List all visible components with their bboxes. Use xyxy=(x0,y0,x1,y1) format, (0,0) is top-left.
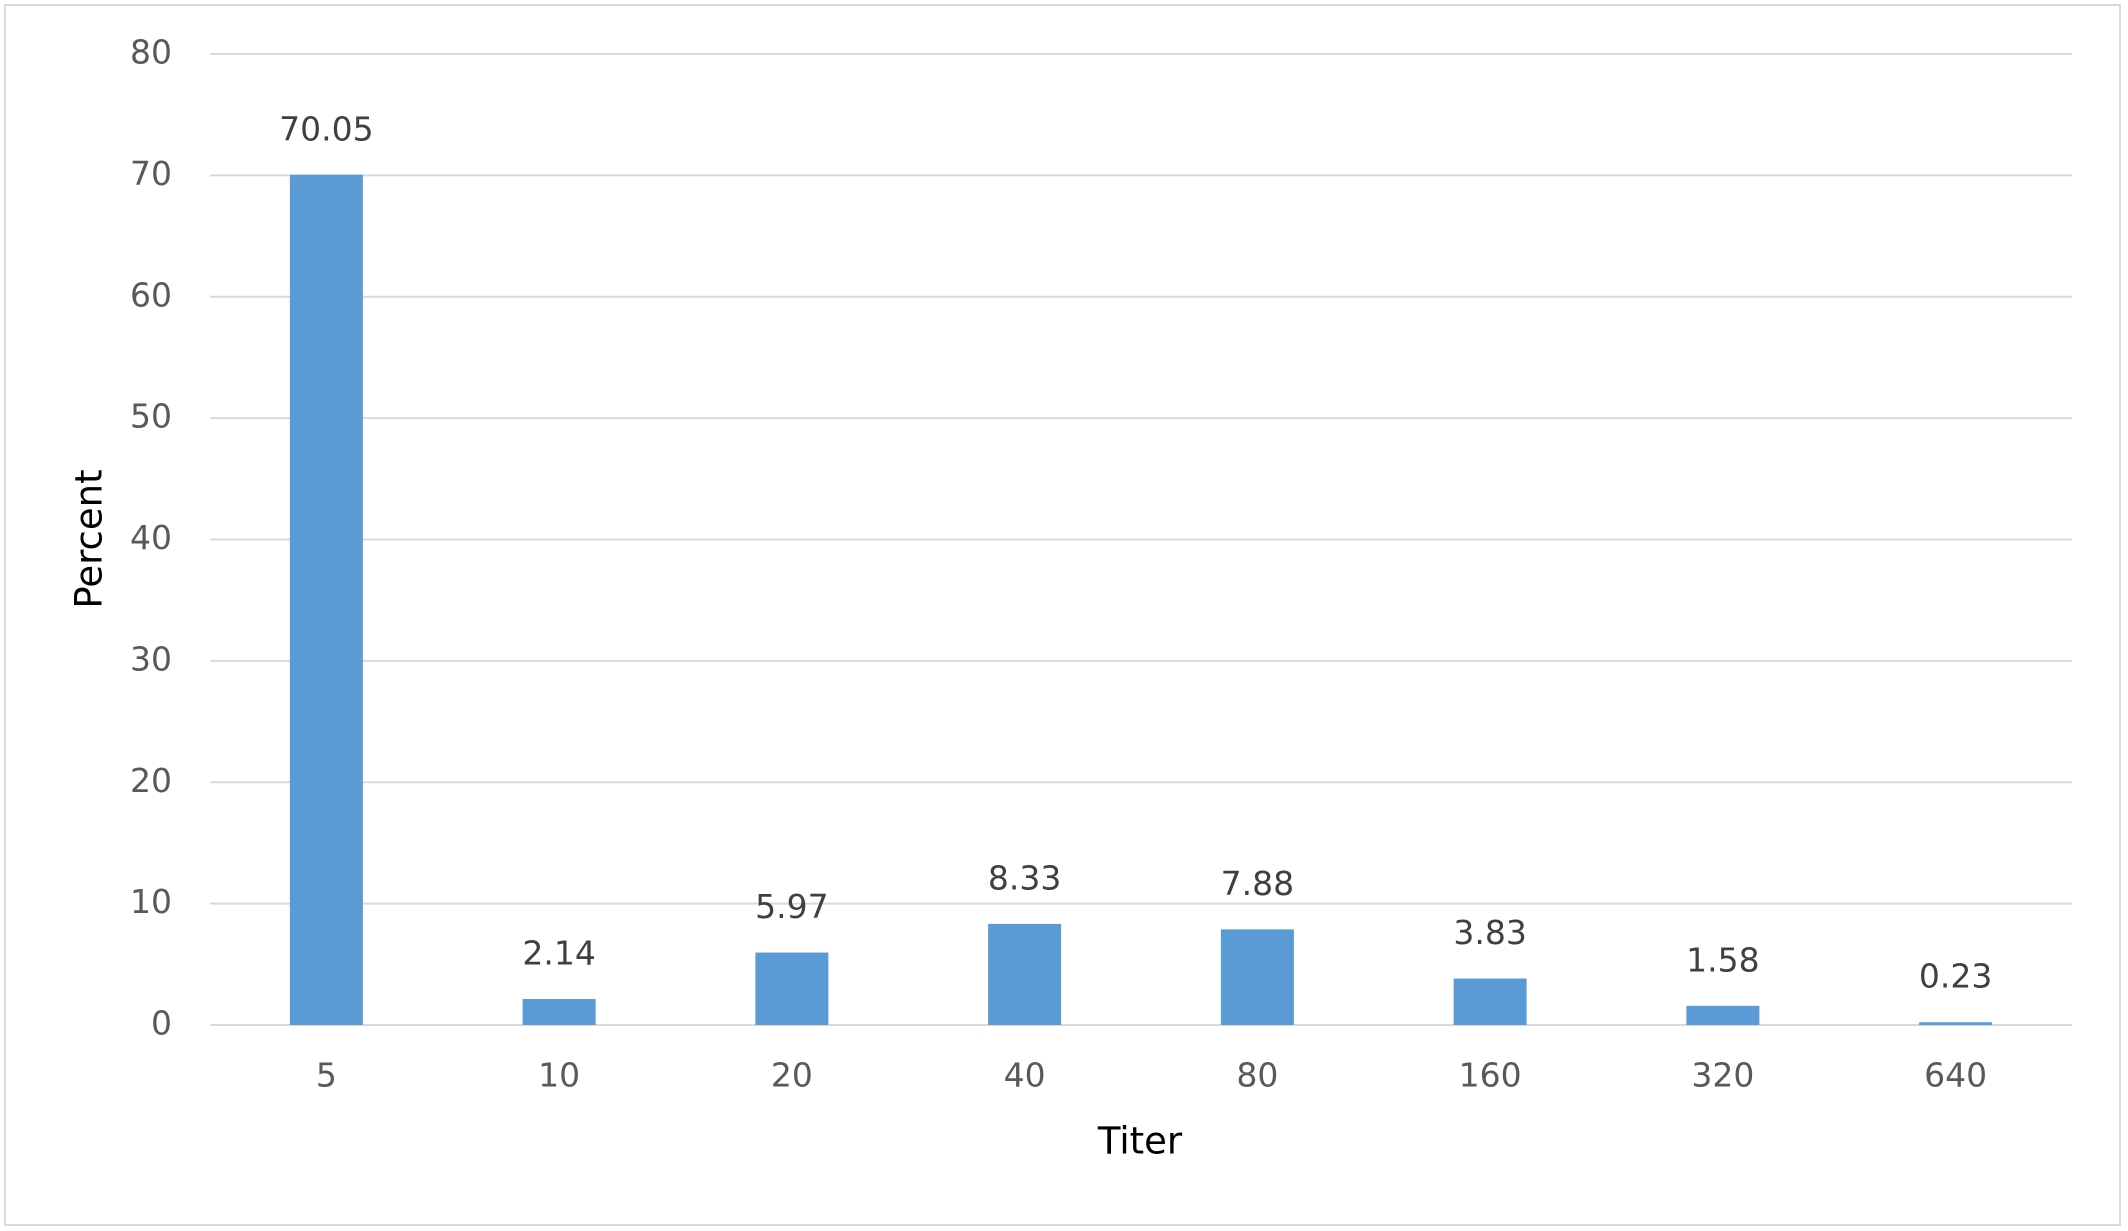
y-tick-label: 20 xyxy=(130,761,172,800)
bar xyxy=(1686,1005,1760,1025)
x-tick-label: 640 xyxy=(1924,1056,1987,1095)
data-label: 3.83 xyxy=(1453,913,1526,952)
data-label: 0.23 xyxy=(1919,957,1992,996)
x-tick-label: 5 xyxy=(316,1056,337,1095)
data-label: 70.05 xyxy=(279,109,373,148)
bar xyxy=(1919,1022,1993,1025)
y-tick-label: 70 xyxy=(130,154,172,193)
y-tick-label: 80 xyxy=(130,33,172,72)
y-tick-label: 30 xyxy=(130,639,172,678)
x-tick-label: 10 xyxy=(538,1056,580,1095)
y-tick-label: 40 xyxy=(130,518,172,557)
bar xyxy=(755,952,829,1025)
data-label: 7.88 xyxy=(1221,864,1294,903)
bar xyxy=(988,923,1062,1025)
data-label: 8.33 xyxy=(988,858,1061,897)
x-tick-label: 320 xyxy=(1691,1056,1754,1095)
data-label: 1.58 xyxy=(1686,940,1759,979)
y-tick-label: 60 xyxy=(130,275,172,314)
bar xyxy=(1453,978,1527,1025)
data-label: 2.14 xyxy=(522,934,595,973)
y-tick-label: 0 xyxy=(151,1004,172,1043)
x-tick-label: 40 xyxy=(1004,1056,1046,1095)
x-tick-label: 160 xyxy=(1459,1056,1522,1095)
y-tick-label: 10 xyxy=(130,882,172,921)
x-tick-label: 20 xyxy=(771,1056,813,1095)
bar xyxy=(289,174,363,1025)
y-tick-label: 50 xyxy=(130,397,172,436)
bar xyxy=(1220,929,1294,1025)
x-axis-title: Titer xyxy=(1097,1120,1183,1163)
x-tick-label: 80 xyxy=(1236,1056,1278,1095)
bar xyxy=(522,999,596,1025)
y-axis-title: Percent xyxy=(68,469,111,608)
data-label: 5.97 xyxy=(755,887,828,926)
